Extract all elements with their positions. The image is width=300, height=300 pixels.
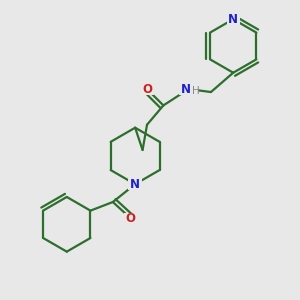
FancyBboxPatch shape — [179, 83, 198, 95]
FancyBboxPatch shape — [124, 213, 137, 224]
Text: N: N — [228, 13, 238, 26]
Text: H: H — [192, 86, 200, 96]
FancyBboxPatch shape — [128, 178, 142, 190]
Text: O: O — [126, 212, 136, 225]
Text: O: O — [142, 82, 152, 96]
FancyBboxPatch shape — [226, 14, 240, 25]
Text: N: N — [181, 82, 191, 96]
FancyBboxPatch shape — [140, 83, 154, 95]
Text: N: N — [130, 178, 140, 191]
